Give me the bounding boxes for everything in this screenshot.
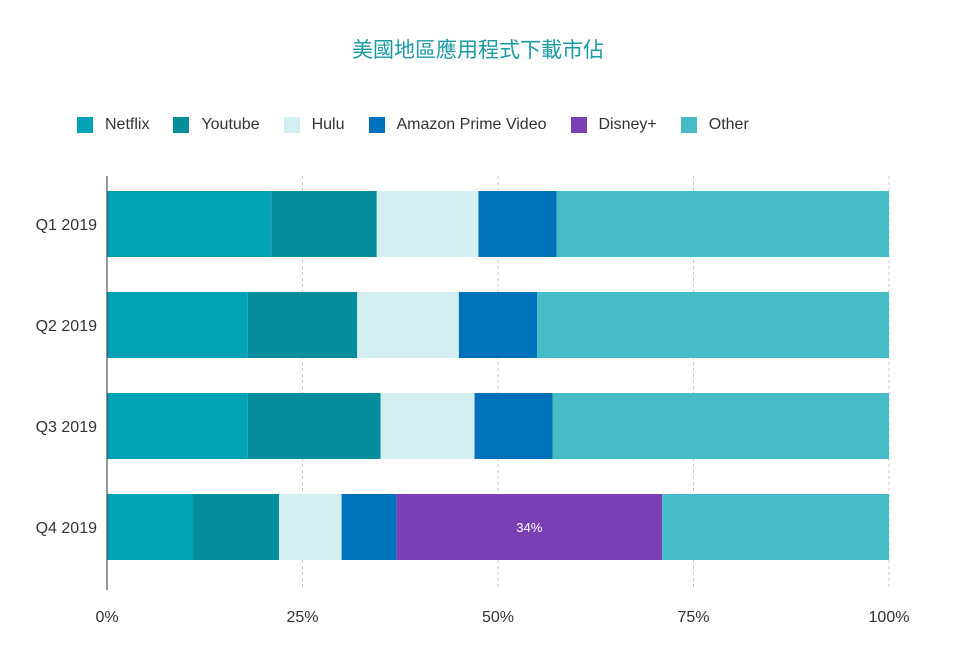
legend-swatch [283, 117, 300, 133]
x-tick-label: 25% [286, 609, 318, 626]
legend-item: Other [680, 116, 749, 134]
data-label: 34% [516, 520, 542, 535]
bar-segment [271, 191, 377, 257]
legend-item: Amazon Prime Video [368, 116, 547, 134]
bar-segment [537, 292, 889, 358]
bar-segment [662, 494, 889, 560]
bar-segment [193, 494, 280, 560]
legend-item: Netflix [77, 116, 149, 134]
legend-label: Youtube [201, 116, 260, 133]
bar-segment [552, 393, 889, 459]
bar-segment [247, 393, 381, 459]
x-tick-label: 50% [482, 609, 514, 626]
y-tick-label: Q3 2019 [36, 419, 97, 436]
bar-segment [107, 494, 194, 560]
bar-segment [396, 494, 663, 560]
legend-label: Hulu [311, 116, 345, 133]
legend-item: Hulu [283, 116, 345, 134]
bar-segment [376, 191, 479, 257]
x-tick-label: 0% [95, 609, 118, 626]
bar-segment [380, 393, 475, 459]
y-tick-label: Q4 2019 [36, 520, 97, 537]
x-tick-label: 75% [677, 609, 709, 626]
legend-swatch [77, 117, 93, 133]
bar-segment [107, 292, 248, 358]
bar-segment [458, 292, 538, 358]
legend-label: Other [708, 116, 749, 133]
legend-label: Disney+ [598, 116, 657, 133]
bar-segment [474, 393, 553, 459]
legend-label: Netflix [105, 116, 150, 133]
bar-segment [357, 292, 459, 358]
bar-segment [247, 292, 358, 358]
legend-swatch [173, 117, 190, 133]
bar-segment [279, 494, 342, 560]
legend-swatch [368, 117, 385, 133]
legend-item: Disney+ [570, 116, 657, 134]
chart-title: 美國地區應用程式下載市佔 [352, 38, 604, 62]
legend-item: Youtube [173, 116, 260, 134]
x-tick-label: 100% [869, 609, 910, 626]
chart-legend: Netflix Youtube Hulu Amazon Prime Video Disn… [77, 114, 773, 136]
legend-swatch [570, 117, 587, 133]
y-tick-label: Q1 2019 [36, 217, 97, 234]
y-tick-label: Q2 2019 [36, 318, 97, 335]
bar-segment [341, 494, 397, 560]
bar-segment [107, 191, 272, 257]
bar-segment [478, 191, 557, 257]
legend-swatch [680, 117, 697, 133]
bar-segment [107, 393, 248, 459]
bar-segment [556, 191, 889, 257]
legend-label: Amazon Prime Video [396, 116, 547, 133]
